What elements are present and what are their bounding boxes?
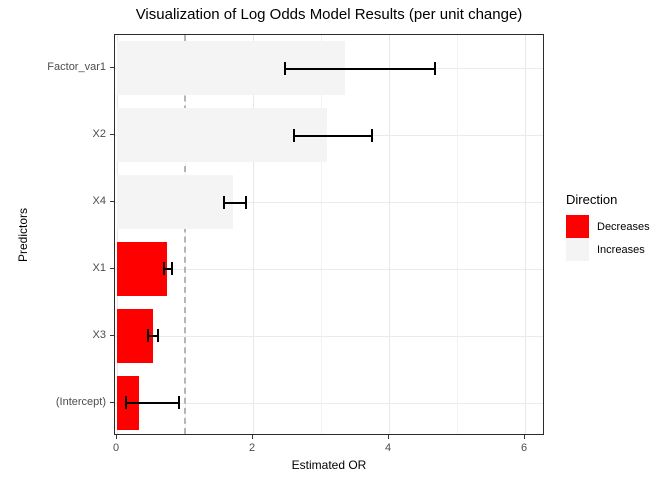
legend-title: Direction (566, 192, 618, 207)
y-tick-label-intercept: (Intercept) (55, 396, 106, 408)
gridline-major-x (117, 35, 118, 434)
error-bar-x3 (147, 329, 159, 342)
y-tick-label-x2: X2 (92, 128, 106, 140)
gridline-major-y (115, 336, 543, 337)
y-tick-mark (110, 201, 114, 202)
y-tick-mark (110, 134, 114, 135)
x-tick-mark (524, 435, 525, 439)
y-tick-label-x1: X1 (92, 262, 106, 274)
error-bar-cap-left (223, 196, 225, 209)
x-tick-label: 6 (520, 442, 528, 454)
error-bar-cap-right (178, 396, 180, 409)
reference-line (184, 35, 186, 434)
y-tick-label-factor_var1: Factor_var1 (47, 61, 106, 73)
legend-entries: Decreases Increases (566, 215, 650, 261)
gridline-minor-x (321, 35, 322, 434)
error-bar-cap-right (245, 196, 247, 209)
x-tick-label: 2 (248, 442, 256, 454)
bar-x1 (117, 242, 167, 296)
y-tick-mark (110, 268, 114, 269)
plot-panel (114, 34, 544, 435)
y-tick-label-x3: X3 (92, 329, 106, 341)
x-tick-label: 0 (112, 442, 120, 454)
error-bar-cap-left (147, 329, 149, 342)
legend-swatch-increases (566, 238, 589, 261)
y-tick-mark (110, 335, 114, 336)
error-bar-x4 (223, 196, 247, 209)
error-bar-cap-right (171, 262, 173, 275)
x-tick-label: 4 (384, 442, 392, 454)
legend-label: Increases (597, 243, 645, 256)
x-axis-title: Estimated OR (291, 458, 367, 472)
bar-x2 (117, 108, 327, 162)
error-bar-line (163, 267, 173, 270)
y-tick-mark (110, 67, 114, 68)
x-tick-mark (116, 435, 117, 439)
error-bar-line (293, 134, 373, 137)
x-tick-mark (388, 435, 389, 439)
gridline-major-x (253, 35, 254, 434)
error-bar-cap-left (125, 396, 127, 409)
gridline-major-y (115, 269, 543, 270)
error-bar-line (125, 401, 180, 404)
chart-title: Visualization of Log Odds Model Results … (135, 6, 523, 23)
legend-swatch-decreases (566, 215, 589, 238)
error-bar-line (223, 201, 247, 204)
gridline-major-x (389, 35, 390, 434)
gridline-major-x (525, 35, 526, 434)
legend-label: Decreases (597, 220, 650, 233)
gridline-major-y (115, 202, 543, 203)
bar-x4 (117, 175, 233, 229)
error-bar-cap-left (284, 62, 286, 75)
y-tick-label-x4: X4 (92, 195, 106, 207)
error-bar-cap-right (157, 329, 159, 342)
error-bar-cap-right (434, 62, 436, 75)
error-bar-intercept (125, 396, 180, 409)
error-bar-cap-right (371, 129, 373, 142)
legend: Direction Decreases Increases (566, 192, 650, 261)
error-bar-line (284, 67, 436, 70)
error-bar-line (147, 334, 159, 337)
gridline-major-y (115, 403, 543, 404)
error-bar-cap-left (293, 129, 295, 142)
legend-entry-increases: Increases (566, 238, 650, 261)
y-tick-mark (110, 402, 114, 403)
legend-entry-decreases: Decreases (566, 215, 650, 238)
error-bar-x2 (293, 129, 373, 142)
error-bar-factor_var1 (284, 62, 436, 75)
error-bar-cap-left (163, 262, 165, 275)
gridline-minor-x (457, 35, 458, 434)
error-bar-x1 (163, 262, 173, 275)
x-tick-mark (252, 435, 253, 439)
